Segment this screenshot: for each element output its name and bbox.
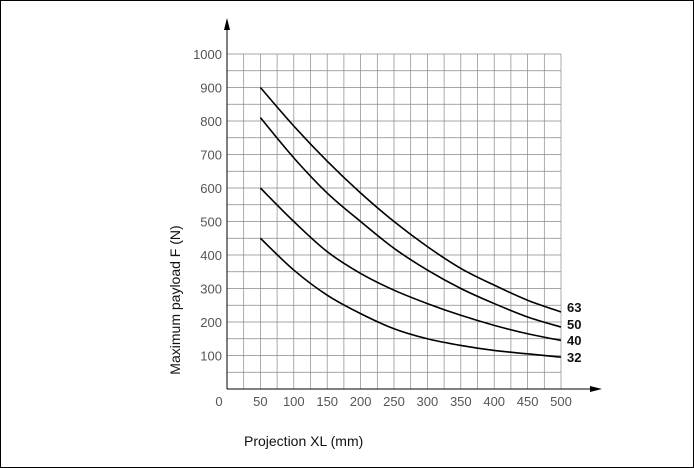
y-tick-label: 800	[200, 114, 222, 129]
series-label-63: 63	[567, 300, 581, 315]
x-tick-label: 400	[483, 394, 505, 409]
series-label-50: 50	[567, 317, 581, 332]
x-tick-label: 500	[550, 394, 572, 409]
x-tick-label: 200	[350, 394, 372, 409]
axes	[224, 18, 602, 392]
x-tick-label: 150	[316, 394, 338, 409]
y-tick-label: 100	[200, 349, 222, 364]
y-axis-title: Maximum payload F (N)	[167, 225, 183, 374]
y-axis-arrow	[224, 18, 230, 30]
x-tick-label: 450	[517, 394, 539, 409]
y-tick-label: 700	[200, 148, 222, 163]
series-line-63	[259, 86, 562, 313]
series-lines	[259, 86, 562, 358]
y-tick-label: 200	[200, 315, 222, 330]
y-tick-label: 400	[200, 248, 222, 263]
x-axis-arrow	[590, 386, 602, 392]
y-tick-label: 600	[200, 181, 222, 196]
series-label-32: 32	[567, 350, 581, 365]
x-tick-label: 350	[450, 394, 472, 409]
x-tick-label: 50	[253, 394, 267, 409]
y-tick-label: 500	[200, 215, 222, 230]
x-tick-label: 300	[417, 394, 439, 409]
x-tick-label: 100	[283, 394, 305, 409]
y-tick-label: 1000	[193, 47, 222, 62]
y-tick-label: 900	[200, 81, 222, 96]
x-axis-title: Projection XL (mm)	[244, 433, 363, 449]
series-label-40: 40	[567, 333, 581, 348]
series-line-32	[259, 237, 562, 358]
y-tick-label: 300	[200, 282, 222, 297]
x-tick-labels: 0 50 100 150 200 250 300 350 400 450 500	[215, 394, 571, 409]
series-line-50	[259, 117, 562, 328]
series-line-40	[259, 187, 562, 342]
x-tick-label: 0	[215, 394, 222, 409]
y-tick-labels: 100 200 300 400 500 600 700 800 900 1000	[193, 47, 222, 364]
x-tick-label: 250	[383, 394, 405, 409]
